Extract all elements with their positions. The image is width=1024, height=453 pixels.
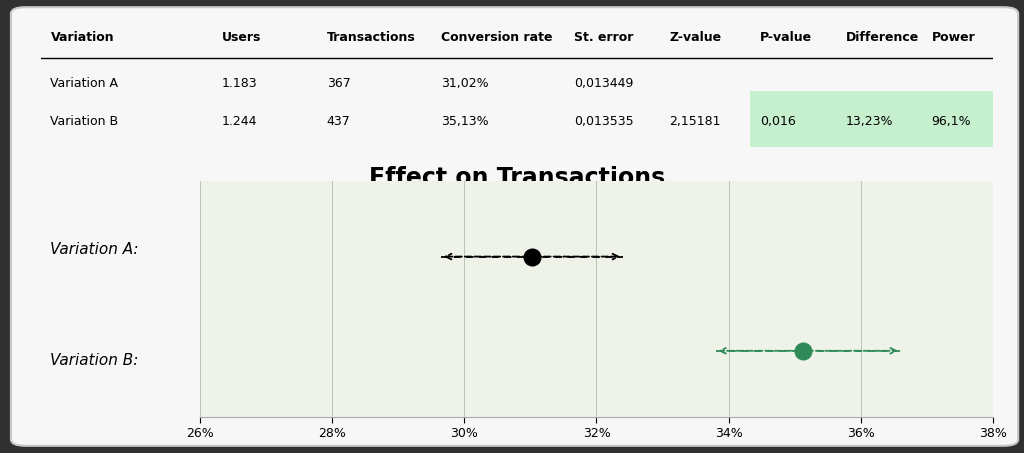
- Text: Power: Power: [932, 31, 975, 44]
- Text: Users: Users: [222, 31, 261, 44]
- Text: 1.244: 1.244: [222, 115, 257, 128]
- Text: 0,013449: 0,013449: [574, 77, 634, 90]
- Text: 1.183: 1.183: [222, 77, 257, 90]
- Text: Difference: Difference: [846, 31, 919, 44]
- Bar: [837, 91, 927, 147]
- Bar: [751, 91, 851, 147]
- Text: 0,016: 0,016: [760, 115, 796, 128]
- Text: 367: 367: [327, 77, 350, 90]
- Text: Z-value: Z-value: [670, 31, 722, 44]
- Text: Effect on Transactions: Effect on Transactions: [369, 166, 666, 190]
- Text: P-value: P-value: [760, 31, 812, 44]
- Text: 13,23%: 13,23%: [846, 115, 893, 128]
- Text: Variation: Variation: [50, 31, 114, 44]
- Text: 2,15181: 2,15181: [670, 115, 721, 128]
- Text: 437: 437: [327, 115, 350, 128]
- Text: Variation B: Variation B: [50, 115, 119, 128]
- Text: 31,02%: 31,02%: [441, 77, 488, 90]
- FancyBboxPatch shape: [11, 7, 1018, 446]
- Text: Variation A: Variation A: [50, 77, 119, 90]
- Text: Variation A:: Variation A:: [50, 242, 139, 257]
- Text: 0,013535: 0,013535: [574, 115, 634, 128]
- Text: Transactions: Transactions: [327, 31, 416, 44]
- Text: Variation B:: Variation B:: [50, 353, 139, 368]
- Bar: [922, 91, 993, 147]
- Text: 96,1%: 96,1%: [932, 115, 971, 128]
- Text: Conversion rate: Conversion rate: [441, 31, 552, 44]
- Text: 35,13%: 35,13%: [441, 115, 488, 128]
- Text: St. error: St. error: [574, 31, 634, 44]
